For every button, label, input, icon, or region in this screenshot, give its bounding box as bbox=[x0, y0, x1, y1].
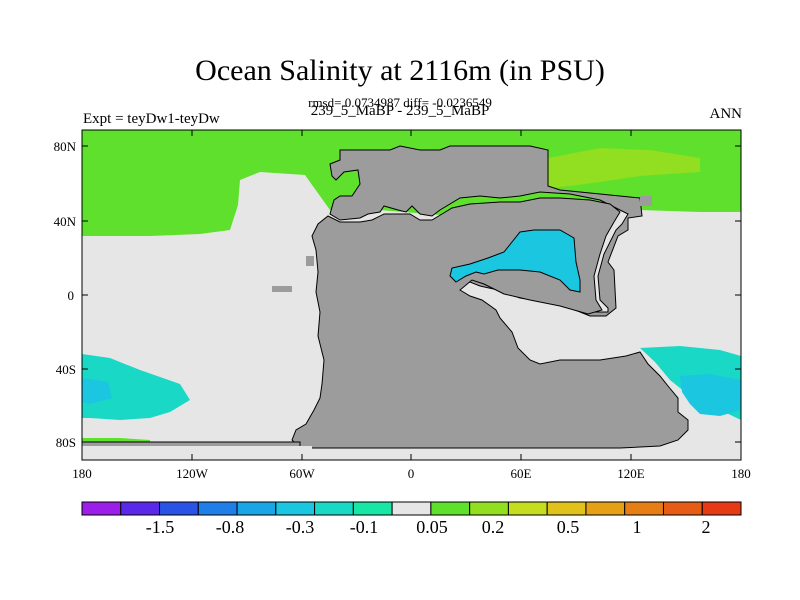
lon-axis: 180 120W 60W 0 60E 120E 180 bbox=[72, 130, 751, 481]
season-label: ANN bbox=[709, 106, 743, 122]
colorbar-swatch bbox=[430, 501, 471, 516]
land-islet-d bbox=[640, 196, 652, 206]
lon-tick-label: 0 bbox=[408, 466, 415, 481]
ocean-near-zero-south-west bbox=[82, 446, 312, 460]
colorbar-swatch bbox=[314, 501, 354, 516]
colorbar-swatch bbox=[275, 501, 316, 516]
ocean-light-green-arctic bbox=[548, 148, 700, 188]
colorbar-swatch bbox=[469, 501, 509, 516]
colorbar-swatch bbox=[546, 501, 587, 516]
colorbar-label: 1 bbox=[633, 517, 642, 537]
land-islet-c bbox=[300, 440, 310, 448]
ocean-cyan-inland-sea bbox=[449, 229, 581, 293]
lon-tick-label: 120E bbox=[617, 466, 645, 481]
map-stats: rmsd= 0.0734987 diff= -0.0236549 bbox=[308, 95, 492, 110]
ocean-teal-south-west bbox=[82, 354, 190, 420]
colorbar-label: -0.3 bbox=[286, 517, 315, 537]
lat-tick-label: 80N bbox=[54, 139, 77, 154]
colorbar-swatch bbox=[585, 501, 626, 516]
colorbar-label: 0.05 bbox=[416, 517, 448, 537]
colorbar-swatch bbox=[120, 501, 161, 516]
colorbar-swatch bbox=[81, 501, 122, 516]
land-islet-a bbox=[272, 286, 292, 292]
map-fields bbox=[82, 130, 741, 460]
colorbar-swatch bbox=[236, 501, 277, 516]
map-title: Ocean Salinity at 2116m (in PSU) bbox=[195, 54, 605, 87]
colorbar-label: 2 bbox=[702, 517, 711, 537]
lon-tick-label: 180 bbox=[72, 466, 92, 481]
colorbar-label: 0.2 bbox=[482, 517, 505, 537]
experiment-label: Expt = teyDw1-teyDw bbox=[83, 111, 220, 127]
lat-axis: 80N 40N 0 40S 80S bbox=[54, 139, 741, 450]
colorbar-swatch bbox=[624, 501, 664, 516]
lon-tick-label: 180 bbox=[731, 466, 751, 481]
land-africa-south bbox=[291, 197, 689, 449]
colorbar-label: -0.8 bbox=[216, 517, 245, 537]
lat-tick-label: 80S bbox=[56, 435, 76, 450]
lon-tick-label: 120W bbox=[176, 466, 209, 481]
lat-tick-label: 0 bbox=[68, 288, 75, 303]
lon-tick-label: 60W bbox=[289, 466, 315, 481]
colorbar-label: 0.5 bbox=[557, 517, 580, 537]
colorbar-label: -0.1 bbox=[350, 517, 379, 537]
land-islet-b bbox=[306, 256, 314, 266]
lat-tick-label: 40N bbox=[54, 214, 77, 229]
ocean-cyan-south-west bbox=[82, 378, 112, 404]
colorbar-labels: -1.5 -0.8 -0.3 -0.1 0.05 0.2 0.5 1 bbox=[146, 517, 642, 537]
colorbar: 2 bbox=[81, 501, 742, 537]
period-label: 239_5_MaBP - 239_5_MaBP bbox=[310, 103, 490, 119]
colorbar-swatch bbox=[159, 501, 199, 516]
colorbar-swatch bbox=[352, 501, 393, 516]
colorbar-label: -1.5 bbox=[146, 517, 175, 537]
lon-tick-label: 60E bbox=[511, 466, 532, 481]
colorbar-swatch bbox=[662, 501, 703, 516]
colorbar-swatch bbox=[391, 501, 432, 516]
colorbar-swatch bbox=[197, 501, 238, 516]
lat-tick-label: 40S bbox=[56, 362, 76, 377]
ocean-cyan-south-east bbox=[680, 374, 741, 416]
colorbar-swatch bbox=[701, 501, 742, 516]
colorbar-swatch bbox=[507, 501, 548, 516]
ocean-near-zero-south-east bbox=[690, 420, 741, 440]
